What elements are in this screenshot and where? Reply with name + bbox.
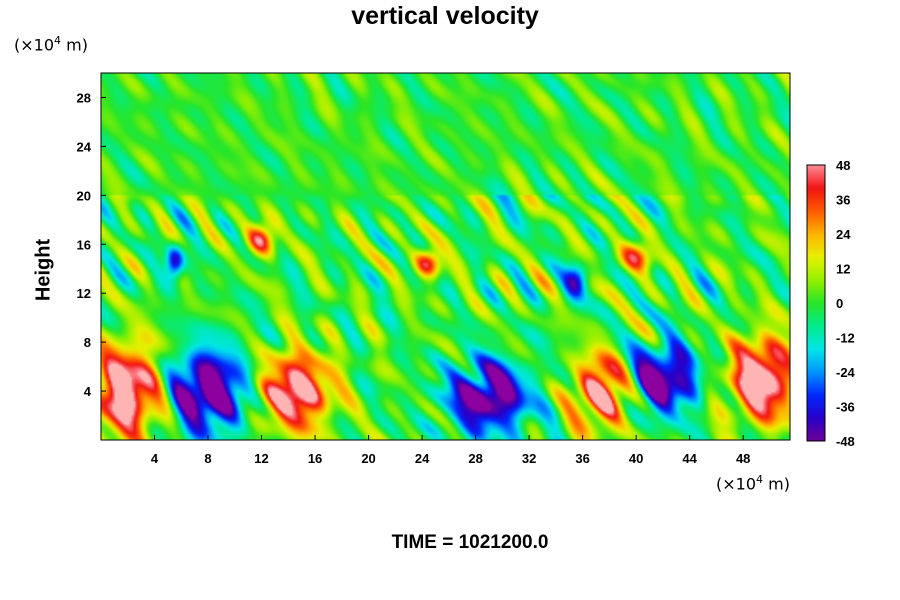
- x-tick-label: 16: [308, 451, 322, 466]
- y-tick-label: 4: [84, 384, 92, 399]
- x-tick-label: 44: [682, 451, 697, 466]
- y-tick-label: 16: [77, 237, 91, 252]
- y-tick-label: 20: [77, 188, 91, 203]
- y-tick-label: 8: [84, 335, 91, 350]
- y-tick-label: 24: [77, 139, 92, 154]
- x-tick-label: 8: [204, 451, 211, 466]
- colorbar-tick-label: -48: [836, 434, 855, 449]
- y-axis-unit: (×104 m): [14, 34, 88, 55]
- colorbar-tick-label: -24: [836, 365, 856, 380]
- y-ticks: 4 8 12 16 20 24 28: [77, 90, 106, 399]
- x-tick-label: 48: [736, 451, 750, 466]
- x-axis-unit: (×104 m): [716, 473, 790, 494]
- colorbar-tick-label: 24: [836, 227, 851, 242]
- colorbar-tick-label: -36: [836, 400, 855, 415]
- y-tick-label: 12: [77, 286, 91, 301]
- x-tick-label: 20: [361, 451, 375, 466]
- colorbar-tick-label: 48: [836, 158, 850, 173]
- colorbar: [807, 165, 825, 441]
- x-tick-label: 24: [415, 451, 430, 466]
- y-tick-label: 28: [77, 90, 91, 105]
- colorbar-tick-label: 12: [836, 262, 850, 277]
- colorbar-tick-label: 36: [836, 193, 850, 208]
- x-tick-label: 40: [629, 451, 643, 466]
- x-tick-label: 28: [468, 451, 482, 466]
- x-tick-label: 32: [522, 451, 536, 466]
- colorbar-ticks: 48 36 24 12 0 -12 -24 -36 -48: [836, 158, 856, 449]
- x-tick-label: 36: [575, 451, 589, 466]
- chart-title: vertical velocity: [351, 2, 539, 30]
- colorbar-tick-label: 0: [836, 296, 843, 311]
- time-label: TIME = 1021200.0: [391, 532, 549, 553]
- colorbar-tick-label: -12: [836, 331, 855, 346]
- x-tick-label: 4: [151, 451, 159, 466]
- x-tick-label: 12: [254, 451, 268, 466]
- plot-frame: [100, 72, 791, 441]
- x-ticks: 4 8 12 16 20 24 28 32 36 40 44 48: [151, 435, 750, 466]
- colorbar-frame: [806, 164, 826, 442]
- velocity-field: [101, 73, 790, 440]
